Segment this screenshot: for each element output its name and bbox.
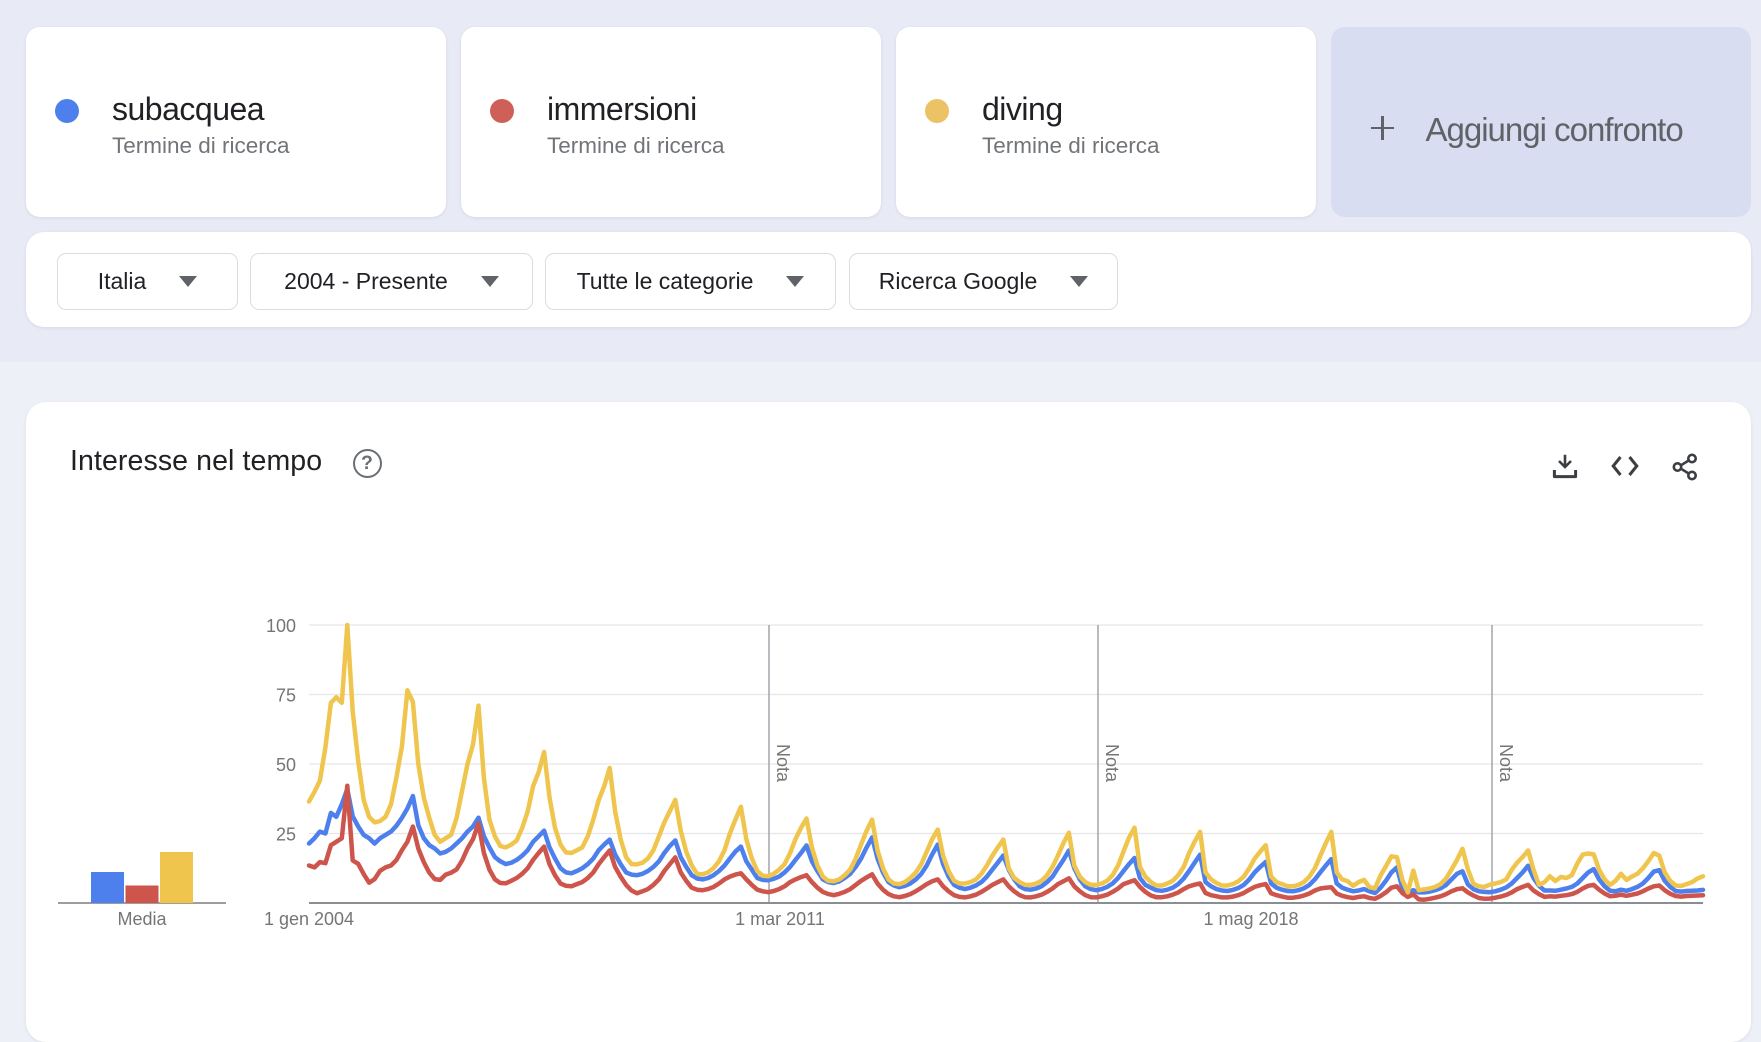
svg-text:Nota: Nota — [1496, 744, 1516, 783]
svg-text:1 mag 2018: 1 mag 2018 — [1203, 909, 1298, 929]
svg-text:1 gen 2004: 1 gen 2004 — [264, 909, 354, 929]
svg-text:50: 50 — [276, 755, 296, 775]
svg-text:Nota: Nota — [1102, 744, 1122, 783]
svg-text:100: 100 — [266, 616, 296, 636]
svg-text:1 mar 2011: 1 mar 2011 — [735, 909, 825, 929]
svg-text:Media: Media — [117, 909, 167, 929]
svg-text:25: 25 — [276, 825, 296, 845]
svg-text:Nota: Nota — [773, 744, 793, 783]
svg-text:75: 75 — [276, 686, 296, 706]
